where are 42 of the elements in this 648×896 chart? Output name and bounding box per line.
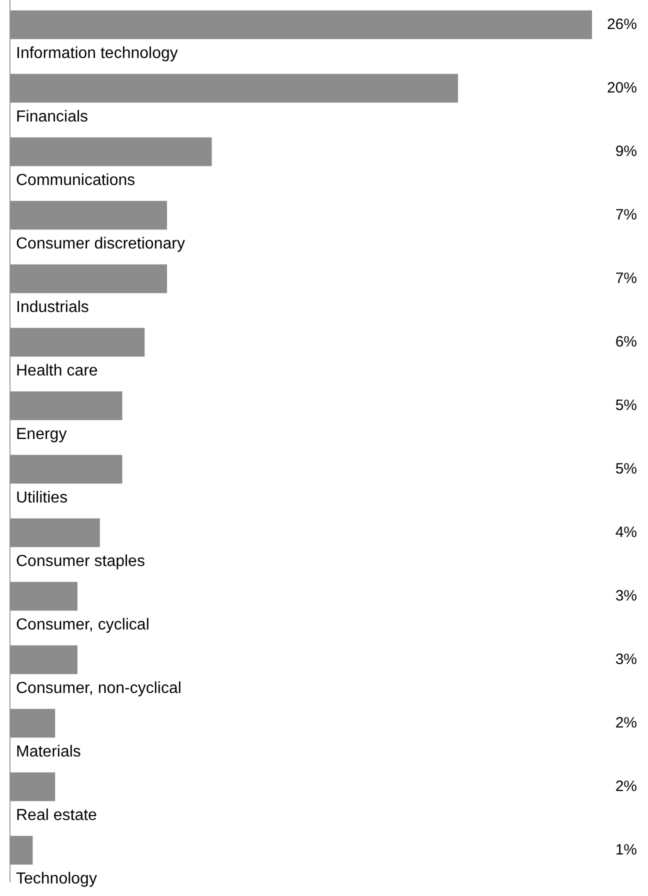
bar [10, 708, 56, 738]
data-label: 5% [615, 460, 637, 478]
y-tick-label: Real estate [16, 807, 98, 824]
bar [10, 264, 168, 294]
data-label: 4% [615, 524, 637, 541]
bar [10, 518, 100, 548]
bar [10, 200, 168, 230]
y-tick-label: Financials [16, 108, 88, 126]
data-label: 3% [615, 587, 637, 604]
data-label: 3% [615, 650, 637, 668]
bar [10, 137, 212, 166]
y-tick-label: Consumer, cyclical [16, 616, 150, 634]
y-tick-label: Industrials [16, 299, 89, 316]
bar [10, 391, 122, 420]
bar [10, 10, 592, 40]
y-tick-label: Utilities [16, 490, 68, 507]
bar [10, 328, 145, 357]
data-label: 5% [615, 396, 637, 414]
y-tick-label: Communications [16, 172, 136, 190]
bar [10, 74, 458, 103]
data-label: 26% [606, 16, 637, 33]
bar [10, 772, 56, 802]
data-label: 2% [615, 778, 637, 795]
y-tick-label: Materials [16, 744, 81, 761]
y-tick-label: Technology [16, 870, 97, 888]
data-label: 7% [615, 270, 637, 287]
bar [10, 454, 122, 484]
data-label: 6% [615, 333, 637, 350]
y-tick-label: Energy [16, 426, 67, 444]
data-label: 2% [615, 714, 637, 732]
data-label: 7% [615, 206, 637, 224]
y-tick-label: Information technology [16, 45, 178, 62]
bar [10, 836, 33, 865]
data-label: 9% [615, 142, 637, 160]
data-label: 1% [615, 841, 637, 858]
y-tick-label: Consumer discretionary [16, 236, 185, 253]
bar [10, 582, 78, 611]
data-label: 20% [606, 79, 637, 96]
y-tick-label: Health care [16, 362, 98, 380]
bar [10, 645, 78, 674]
y-tick-label: Consumer staples [16, 553, 145, 570]
y-tick-label: Consumer, non-cyclical [16, 680, 182, 698]
